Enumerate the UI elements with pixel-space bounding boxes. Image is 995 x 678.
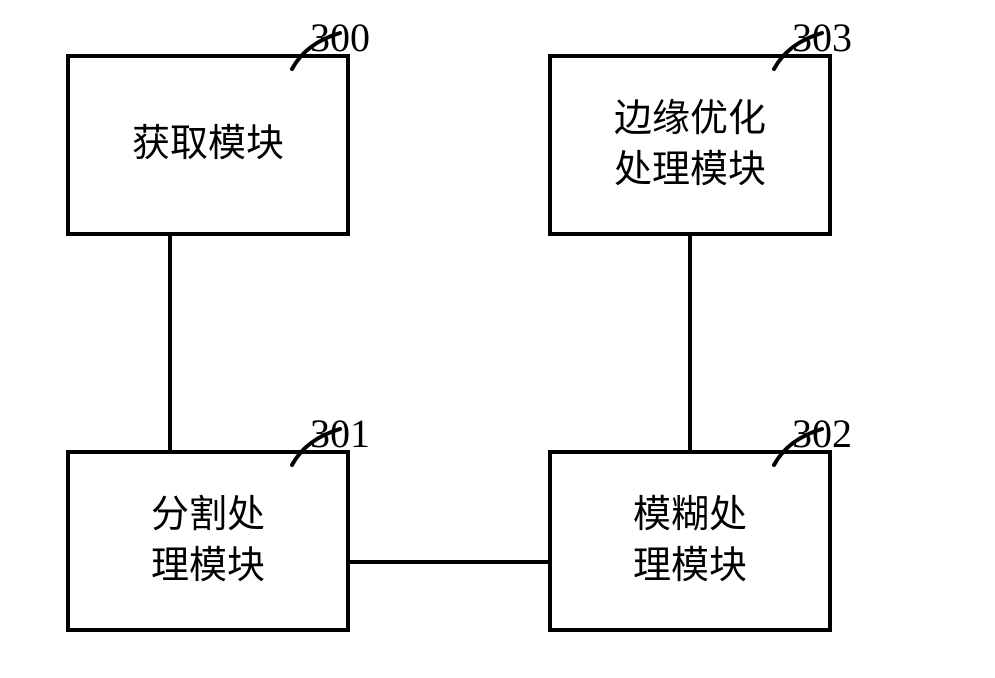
edge-n303-n302: [688, 236, 692, 450]
node-ref-300: 300: [310, 14, 370, 61]
node-segment-module: 分割处理模块: [66, 450, 350, 632]
node-label: 获取模块: [132, 119, 284, 170]
edge-n300-n301: [168, 236, 172, 450]
node-label: 模糊处理模块: [633, 490, 747, 593]
node-acquire-module: 获取模块: [66, 54, 350, 236]
node-ref-302: 302: [792, 410, 852, 457]
node-edge-optimize-module: 边缘优化处理模块: [548, 54, 832, 236]
diagram-canvas: 获取模块 300 边缘优化处理模块 303 分割处理模块 301 模糊处理模块 …: [0, 0, 995, 678]
edge-n301-n302: [350, 560, 548, 564]
node-label: 分割处理模块: [151, 490, 265, 593]
node-blur-module: 模糊处理模块: [548, 450, 832, 632]
node-ref-303: 303: [792, 14, 852, 61]
node-ref-301: 301: [310, 410, 370, 457]
node-label: 边缘优化处理模块: [614, 94, 766, 197]
